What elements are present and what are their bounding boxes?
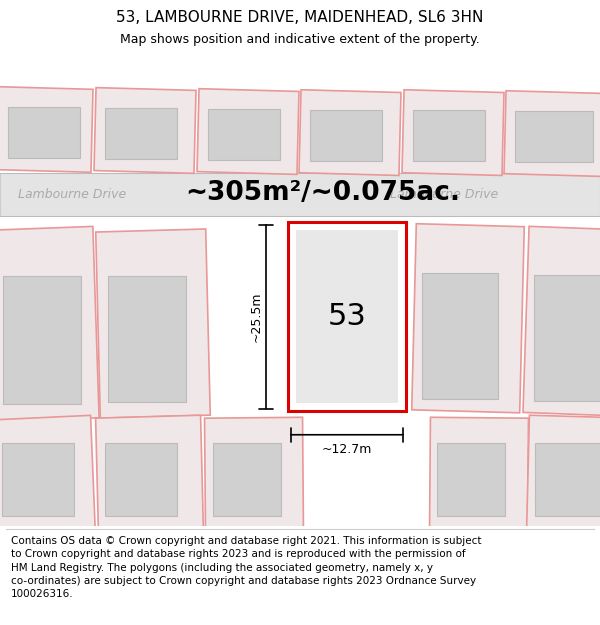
Bar: [515, 111, 593, 162]
Bar: [534, 275, 600, 401]
Bar: [413, 110, 485, 161]
Bar: [296, 231, 398, 403]
Text: Lambourne Drive: Lambourne Drive: [18, 188, 126, 201]
Bar: [0, 86, 93, 173]
Bar: [0, 226, 99, 422]
Bar: [288, 222, 406, 411]
Bar: [523, 226, 600, 417]
Text: Map shows position and indicative extent of the property.: Map shows position and indicative extent…: [120, 33, 480, 46]
Text: Contains OS data © Crown copyright and database right 2021. This information is : Contains OS data © Crown copyright and d…: [11, 536, 481, 599]
Bar: [0, 173, 600, 216]
Text: ~12.7m: ~12.7m: [322, 443, 372, 456]
Bar: [402, 90, 504, 176]
Bar: [0, 416, 95, 537]
Bar: [108, 276, 186, 402]
Text: ~305m²/~0.075ac.: ~305m²/~0.075ac.: [185, 180, 460, 206]
Bar: [208, 109, 280, 160]
Bar: [2, 443, 74, 516]
Bar: [105, 443, 177, 516]
Bar: [3, 276, 81, 404]
Bar: [205, 418, 304, 530]
Bar: [8, 107, 80, 158]
Bar: [105, 108, 177, 159]
Bar: [437, 443, 505, 516]
Bar: [95, 415, 203, 533]
Bar: [94, 88, 196, 173]
Bar: [299, 90, 401, 176]
Text: Lambourne Drive: Lambourne Drive: [390, 188, 498, 201]
Text: 53, LAMBOURNE DRIVE, MAIDENHEAD, SL6 3HN: 53, LAMBOURNE DRIVE, MAIDENHEAD, SL6 3HN: [116, 11, 484, 26]
Text: ~25.5m: ~25.5m: [250, 291, 263, 342]
Bar: [213, 443, 281, 516]
Text: 53: 53: [328, 302, 367, 331]
Bar: [430, 418, 529, 530]
Bar: [310, 110, 382, 161]
Bar: [96, 229, 210, 418]
Bar: [412, 224, 524, 413]
Bar: [197, 89, 299, 174]
Bar: [535, 443, 600, 516]
Bar: [527, 415, 600, 533]
Bar: [504, 91, 600, 177]
Bar: [422, 273, 498, 399]
